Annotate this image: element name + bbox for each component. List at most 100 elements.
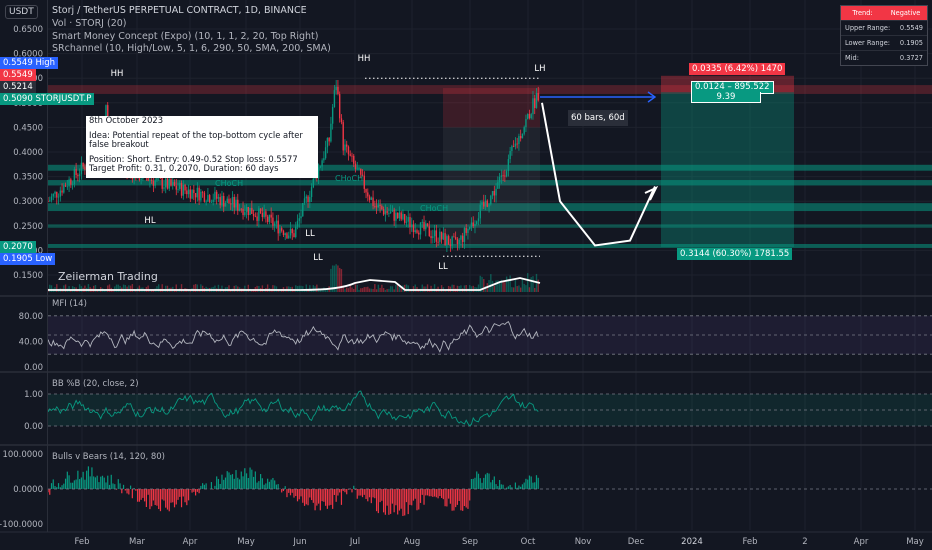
- indicator-volume[interactable]: Vol · STORJ (20): [52, 18, 127, 29]
- bulls-bears-bar: [514, 482, 516, 489]
- candle-body: [368, 196, 371, 200]
- bulls-bears-bar: [189, 489, 191, 490]
- bulls-bears-bar: [224, 477, 227, 489]
- candle-body: [375, 206, 378, 208]
- candle-body: [481, 201, 483, 205]
- volume-bar: [405, 284, 408, 292]
- candle-body: [210, 201, 213, 203]
- bulls-bears-bar: [325, 489, 327, 506]
- candle: [514, 137, 517, 150]
- bulls-bears-bar: [94, 477, 97, 489]
- candle: [523, 125, 525, 136]
- candle-body: [353, 155, 355, 164]
- bulls-bears-bar: [458, 489, 460, 501]
- currency-button[interactable]: USDT: [5, 5, 38, 19]
- candle-body: [224, 202, 227, 207]
- candle: [242, 201, 244, 220]
- grid-lines: [48, 0, 932, 530]
- candle: [372, 190, 374, 210]
- candle-body: [528, 113, 531, 119]
- bulls-bears-bar: [223, 479, 225, 489]
- candle: [530, 112, 532, 120]
- projected-path: [541, 102, 656, 247]
- candle: [377, 199, 380, 208]
- candle-body: [284, 233, 286, 236]
- bulls-bears-bar: [231, 474, 234, 489]
- bulls-bears-bar: [509, 484, 511, 489]
- bulls-bears-bar: [279, 488, 281, 489]
- bulls-bears-bar: [84, 479, 86, 489]
- bulls-bears-bar: [395, 489, 397, 506]
- target-zone: [661, 92, 794, 247]
- candle-body: [240, 208, 242, 210]
- candle-body: [463, 228, 466, 242]
- volume-bar: [377, 284, 380, 292]
- volume-bar: [528, 287, 531, 292]
- candle-body: [411, 224, 413, 228]
- bulls-bears-bar: [200, 485, 202, 489]
- volume-bar: [460, 285, 462, 292]
- trend-range-table: Trend: Negative Upper Range: 0.5549 Lowe…: [840, 5, 928, 66]
- candle-body: [172, 182, 174, 186]
- candle-body: [173, 182, 176, 186]
- volume-bar: [440, 285, 443, 292]
- candle-body: [328, 137, 330, 142]
- bv-title: Bulls v Bears (14, 120, 80): [52, 452, 165, 462]
- candle-body: [230, 203, 232, 205]
- lower-range-label: Lower Range:: [845, 39, 890, 47]
- bulls-bears-bar: [226, 471, 228, 489]
- bulls-bears-bar: [137, 489, 139, 502]
- candle: [440, 231, 443, 244]
- candle-body: [80, 162, 83, 175]
- bulls-bears-bar: [500, 484, 502, 489]
- candle: [505, 169, 508, 178]
- bulls-bears-bar: [235, 470, 237, 489]
- bulls-bears-bar: [530, 476, 532, 489]
- volume-bar: [302, 286, 304, 292]
- candle: [259, 208, 262, 215]
- indicator-srchannel[interactable]: SRchannel (10, High/Low, 5, 1, 6, 290, 5…: [52, 43, 331, 54]
- bulls-bears-bar: [122, 484, 125, 489]
- candle: [432, 229, 434, 244]
- candle: [491, 190, 494, 200]
- candle: [289, 221, 292, 239]
- bulls-bears-bar: [260, 474, 262, 489]
- volume-bar: [453, 284, 455, 292]
- bulls-bears-bar: [370, 489, 372, 504]
- candle-body: [291, 229, 293, 234]
- candle: [173, 179, 176, 187]
- candle-body: [498, 176, 501, 183]
- volume-bar: [221, 285, 223, 292]
- bulls-bears-bar: [274, 480, 276, 489]
- volume-bar: [516, 286, 518, 292]
- candle: [175, 178, 177, 196]
- volume-bar: [353, 288, 355, 292]
- bulls-bears-bar: [108, 484, 111, 489]
- candle-body: [268, 214, 271, 222]
- candle-body: [358, 168, 360, 170]
- bulls-bears-bar: [516, 487, 518, 489]
- bulls-bears-bar: [114, 484, 116, 489]
- candle: [275, 215, 278, 229]
- volume-bar: [107, 285, 109, 292]
- bulls-bears-bar: [247, 478, 249, 489]
- volume-bar: [175, 284, 177, 292]
- candle-body: [317, 167, 320, 179]
- candle: [353, 153, 355, 167]
- candle-body: [289, 229, 292, 236]
- idea-note[interactable]: 8th October 2023 Idea: Potential repeat …: [86, 116, 318, 178]
- indicator-smc[interactable]: Smart Money Concept (Expo) (10, 1, 1, 2,…: [52, 31, 319, 42]
- bulls-bears-bar: [203, 484, 205, 489]
- bulls-bears-bar: [521, 484, 524, 489]
- candle: [393, 207, 395, 226]
- bulls-bears-bar: [61, 485, 63, 489]
- candle: [507, 154, 510, 177]
- candle: [338, 91, 341, 123]
- candle: [409, 213, 411, 235]
- candle-body: [504, 175, 506, 177]
- candle: [163, 184, 165, 192]
- symbol-title[interactable]: Storj / TetherUS PERPETUAL CONTRACT, 1D,…: [52, 5, 307, 16]
- bulls-bears-bar: [437, 489, 439, 499]
- candle-body: [165, 178, 167, 188]
- candle: [324, 140, 327, 160]
